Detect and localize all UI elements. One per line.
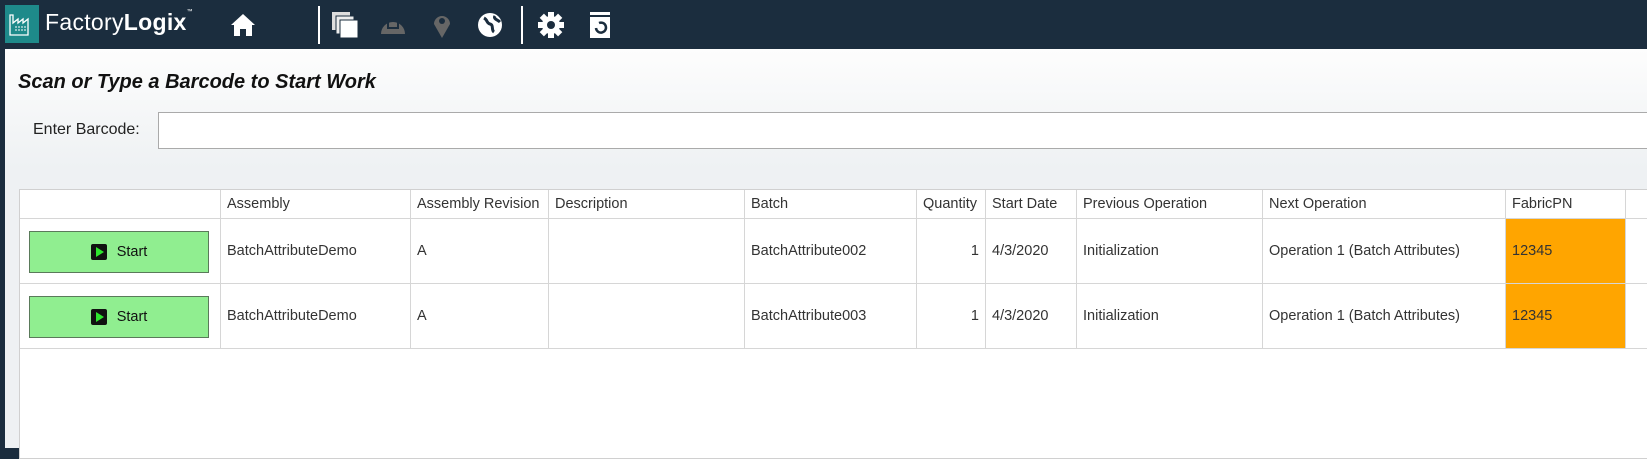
gear-icon[interactable]	[536, 10, 566, 40]
page-title: Scan or Type a Barcode to Start Work	[18, 71, 376, 93]
column-header-assembly[interactable]: Assembly	[221, 190, 411, 219]
divider	[521, 6, 523, 44]
factory-logo-icon	[5, 5, 39, 43]
column-header-assembly-text: Assembly	[227, 196, 290, 212]
home-icon[interactable]	[228, 10, 258, 40]
cell-previous-operation: Initialization	[1077, 284, 1263, 349]
column-header-action	[20, 190, 221, 219]
table-row-action-cell: Start	[20, 219, 221, 284]
cell-fabricpn: 12345	[1506, 219, 1626, 284]
column-header-assembly-revision-text: Assembly Revision	[417, 196, 540, 212]
cell-assembly: BatchAttributeDemo	[221, 219, 411, 284]
cell-start-date: 4/3/2020	[986, 219, 1077, 284]
cell-previous-operation: Initialization	[1077, 219, 1263, 284]
column-header-batch-text: Batch	[751, 196, 789, 212]
barcode-input[interactable]	[158, 112, 1647, 149]
start-button[interactable]: Start	[29, 295, 209, 338]
top-bar: FactoryLogix™	[0, 0, 1647, 49]
column-header-batch[interactable]: Batch	[745, 190, 917, 219]
cell-batch: BatchAttribute002	[745, 219, 917, 284]
cell-spacer	[1626, 219, 1647, 284]
cell-quantity: 1	[917, 219, 986, 284]
cell-spacer	[1626, 284, 1647, 349]
cell-quantity: 1	[917, 284, 986, 349]
documents-icon[interactable]	[330, 10, 360, 40]
cell-assembly-text: BatchAttributeDemo	[227, 243, 357, 259]
cell-fabricpn-text: 12345	[1512, 308, 1553, 324]
hardhat-icon[interactable]	[378, 10, 408, 40]
column-header-next-operation-text: Next Operation	[1269, 196, 1367, 212]
column-header-spacer	[1626, 190, 1647, 219]
cell-start-date-text: 4/3/2020	[992, 243, 1049, 259]
cell-start-date-text: 4/3/2020	[992, 308, 1049, 324]
cell-assembly-text: BatchAttributeDemo	[227, 308, 357, 324]
barcode-label: Enter Barcode:	[33, 121, 140, 138]
brand-name: FactoryLogix™	[45, 9, 193, 35]
column-header-start-date[interactable]: Start Date	[986, 190, 1077, 219]
cell-assembly: BatchAttributeDemo	[221, 284, 411, 349]
cell-previous-operation-text: Initialization	[1083, 308, 1159, 324]
column-header-start-date-text: Start Date	[992, 196, 1058, 212]
column-header-description-text: Description	[555, 196, 628, 212]
cell-assembly-revision: A	[411, 284, 549, 349]
column-header-quantity[interactable]: Quantity	[917, 190, 986, 219]
start-label: Start	[116, 308, 148, 325]
cell-fabricpn-text: 12345	[1512, 243, 1553, 259]
column-header-fabricpn[interactable]: FabricPN	[1506, 190, 1626, 219]
cell-previous-operation-text: Initialization	[1083, 243, 1159, 259]
cell-next-operation-text: Operation 1 (Batch Attributes)	[1269, 243, 1461, 259]
main-panel: Scan or Type a Barcode to Start Work Ent…	[5, 49, 1647, 459]
column-header-assembly-revision[interactable]: Assembly Revision	[411, 190, 549, 219]
start-label: Start	[116, 243, 148, 260]
cell-next-operation: Operation 1 (Batch Attributes)	[1263, 284, 1506, 349]
cell-description	[549, 284, 745, 349]
divider	[318, 6, 320, 44]
cell-start-date: 4/3/2020	[986, 284, 1077, 349]
play-icon	[90, 308, 107, 325]
cell-description	[549, 219, 745, 284]
table-row-action-cell: Start	[20, 284, 221, 349]
column-header-next-operation[interactable]: Next Operation	[1263, 190, 1506, 219]
cell-batch: BatchAttribute003	[745, 284, 917, 349]
work-table: Assembly Assembly Revision Description Batc…	[19, 189, 1647, 459]
cell-fabricpn: 12345	[1506, 284, 1626, 349]
column-header-description[interactable]: Description	[549, 190, 745, 219]
column-header-previous-operation[interactable]: Previous Operation	[1077, 190, 1263, 219]
start-button[interactable]: Start	[29, 230, 209, 273]
cell-batch-text: BatchAttribute002	[751, 243, 867, 259]
cell-quantity-text: 1	[970, 243, 979, 259]
location-pin-icon[interactable]	[427, 10, 457, 40]
cell-assembly-revision-text: A	[417, 308, 427, 324]
cell-next-operation: Operation 1 (Batch Attributes)	[1263, 219, 1506, 284]
cell-quantity-text: 1	[970, 308, 979, 324]
cell-assembly-revision-text: A	[417, 243, 427, 259]
cell-next-operation-text: Operation 1 (Batch Attributes)	[1269, 308, 1461, 324]
globe-icon[interactable]	[475, 10, 505, 40]
column-header-previous-operation-text: Previous Operation	[1083, 196, 1208, 212]
cell-assembly-revision: A	[411, 219, 549, 284]
play-icon	[90, 243, 107, 260]
refresh-document-icon[interactable]	[585, 10, 615, 40]
column-header-fabricpn-text: FabricPN	[1512, 196, 1573, 212]
cell-batch-text: BatchAttribute003	[751, 308, 867, 324]
column-header-quantity-text: Quantity	[923, 196, 977, 212]
